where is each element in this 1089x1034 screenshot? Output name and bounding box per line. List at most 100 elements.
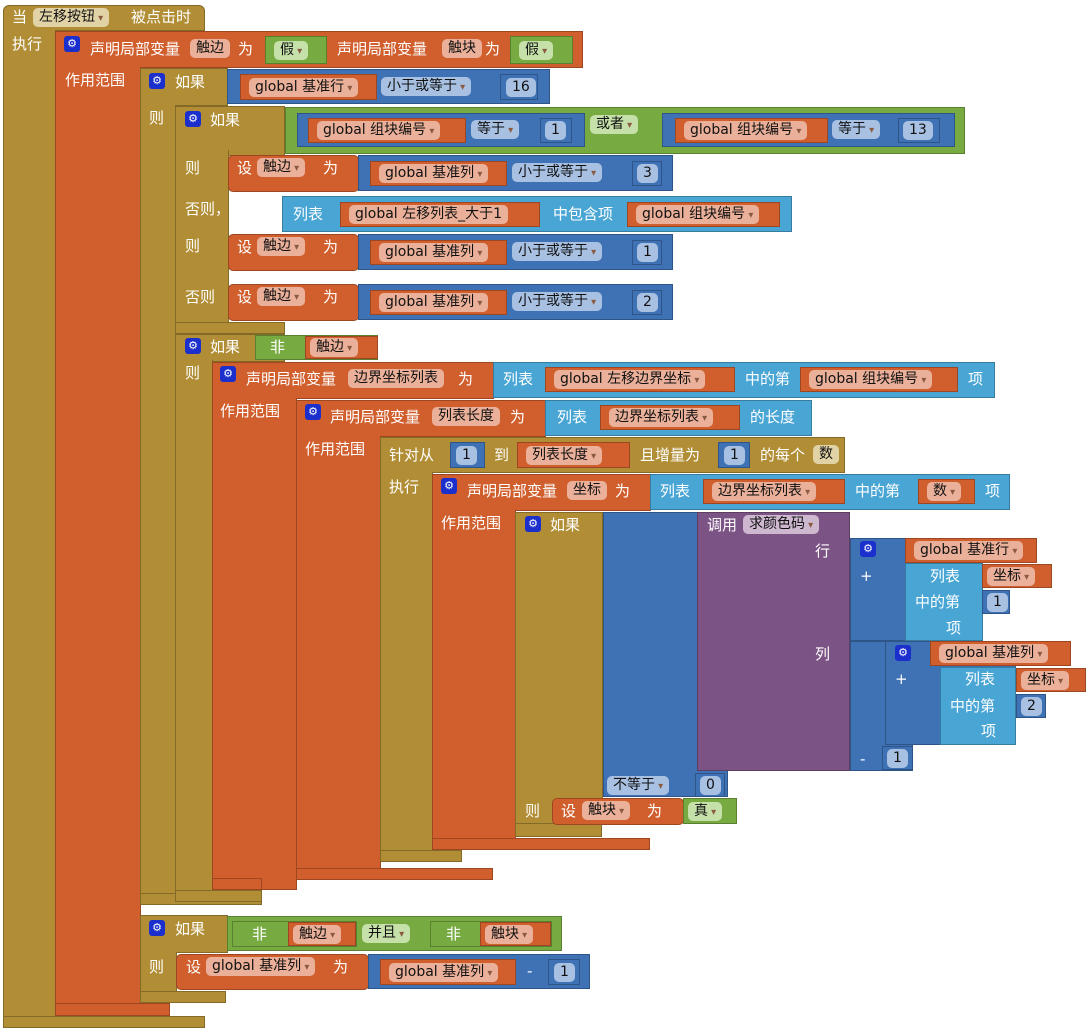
get-variable-block[interactable]: global 基准列 [930,641,1071,666]
gear-icon[interactable] [149,73,165,89]
gear-icon[interactable] [185,338,201,354]
logic-operator-dropdown[interactable]: 或者 [590,115,639,134]
boolean-block[interactable]: 假 [510,36,573,64]
number-block[interactable]: 1 [450,442,485,468]
variable-dropdown[interactable]: global 组块编号 [684,121,808,140]
list-select-item-block[interactable] [940,667,1016,745]
get-variable-block[interactable]: global 基准行 [240,74,377,100]
gear-icon[interactable] [220,366,236,382]
variable-dropdown[interactable]: 触边 [310,338,359,357]
gear-icon[interactable] [305,404,321,420]
number-block[interactable]: 0 [695,773,725,797]
variable-dropdown[interactable]: 坐标 [1021,670,1070,690]
get-variable-block[interactable]: global 组块编号 [800,367,958,392]
gear-icon[interactable] [895,645,911,661]
variable-dropdown[interactable]: 触块 [485,924,534,944]
get-variable-block[interactable]: global 基准列 [370,240,507,265]
get-variable-block[interactable]: 边界坐标列表 [600,405,740,430]
number-field[interactable]: 13 [903,121,933,140]
number-block[interactable]: 1 [982,590,1010,614]
variable-dropdown[interactable]: 列表长度 [526,445,603,465]
operator-dropdown[interactable]: 等于 [471,120,520,139]
get-variable-block[interactable]: 触边 [288,922,356,946]
gear-icon[interactable] [525,516,541,532]
get-variable-block[interactable]: global 组块编号 [675,118,828,143]
gear-icon[interactable] [441,478,457,494]
variable-dropdown[interactable]: 触边 [257,287,306,306]
boolean-block[interactable]: 真 [683,798,737,824]
boolean-dropdown[interactable]: 真 [688,801,723,821]
variable-dropdown[interactable]: 数 [927,482,962,501]
boolean-block[interactable]: 假 [265,36,327,64]
var-name-field[interactable]: 坐标 [567,481,607,500]
get-variable-block[interactable]: global 基准列 [380,959,516,985]
number-field[interactable]: 16 [506,77,536,97]
get-variable-block[interactable]: 坐标 [982,564,1052,588]
get-variable-block[interactable]: 触边 [305,336,378,359]
procedure-dropdown[interactable]: 求颜色码 [743,515,820,534]
number-field[interactable]: 1 [887,748,908,768]
get-variable-block[interactable]: 触块 [480,922,551,946]
get-variable-block[interactable]: global 基准行 [905,538,1037,563]
number-field[interactable]: 0 [700,775,721,795]
get-variable-block[interactable]: 列表长度 [517,442,630,468]
gear-icon[interactable] [149,920,165,936]
number-field[interactable]: 2 [637,293,658,312]
variable-dropdown[interactable]: global 左移边界坐标 [554,370,706,389]
number-block[interactable]: 2 [1016,694,1046,718]
gear-icon[interactable] [860,541,876,557]
gear-icon[interactable] [64,36,80,52]
variable-dropdown[interactable]: global 基准列 [379,243,489,262]
get-variable-block[interactable]: global 组块编号 [308,118,466,143]
var-name-field[interactable]: 触边 [190,39,230,58]
declare-local-block[interactable] [432,474,651,511]
logic-operator-dropdown[interactable]: 并且 [362,924,411,943]
boolean-dropdown[interactable]: 假 [519,40,554,60]
variable-dropdown[interactable]: global 基准列 [939,644,1049,663]
loop-var-field[interactable]: 数 [813,445,839,464]
get-variable-block[interactable]: global 左移边界坐标 [545,367,735,392]
variable-dropdown[interactable]: global 基准列 [389,962,499,982]
number-block[interactable]: 1 [632,240,662,265]
declare-local-block[interactable] [296,400,546,437]
number-block[interactable]: 1 [718,442,750,468]
number-field[interactable]: 1 [724,445,745,465]
variable-dropdown[interactable]: global 基准行 [914,541,1024,560]
get-variable-block[interactable]: 边界坐标列表 [703,479,845,504]
component-dropdown[interactable]: 左移按钮 [33,8,110,27]
var-name-field[interactable]: 列表长度 [432,407,500,426]
number-field[interactable]: 1 [456,445,477,465]
operator-dropdown[interactable]: 小于或等于 [381,77,472,96]
operator-dropdown[interactable]: 小于或等于 [512,242,603,261]
gear-icon[interactable] [185,111,201,127]
number-field[interactable]: 2 [1021,696,1042,716]
variable-dropdown[interactable]: global 基准列 [206,957,316,976]
number-block[interactable]: 1 [882,746,913,770]
operator-dropdown[interactable]: 等于 [832,120,881,139]
boolean-dropdown[interactable]: 假 [274,40,309,60]
number-block[interactable]: 1 [548,959,580,985]
variable-dropdown[interactable]: 边界坐标列表 [609,408,714,427]
operator-dropdown[interactable]: 小于或等于 [512,292,603,311]
variable-dropdown[interactable]: global 基准行 [249,77,359,97]
get-variable-block[interactable]: global 基准列 [370,290,507,315]
get-variable-block[interactable]: 数 [918,479,975,504]
variable-dropdown[interactable]: 坐标 [987,566,1036,586]
variable-dropdown[interactable]: global 组块编号 [317,121,441,140]
get-variable-block[interactable]: 坐标 [1016,668,1086,692]
var-name-field[interactable]: 触块 [442,39,482,58]
get-variable-block[interactable]: global 基准列 [370,161,507,186]
if-block[interactable] [515,512,603,824]
number-field[interactable]: 3 [637,164,658,183]
operator-dropdown[interactable]: 小于或等于 [512,163,603,182]
number-block[interactable]: 16 [500,74,538,100]
number-block[interactable]: 1 [540,118,572,143]
number-field[interactable]: 1 [554,962,575,982]
variable-dropdown[interactable]: 触边 [257,158,306,177]
variable-dropdown[interactable]: global 组块编号 [636,205,760,224]
variable-dropdown[interactable]: 边界坐标列表 [712,482,817,501]
get-variable-block[interactable]: global 组块编号 [627,202,780,227]
variable-dropdown[interactable]: global 组块编号 [809,370,933,389]
number-field[interactable]: 1 [637,243,658,262]
variable-dropdown[interactable]: 触块 [582,801,631,820]
